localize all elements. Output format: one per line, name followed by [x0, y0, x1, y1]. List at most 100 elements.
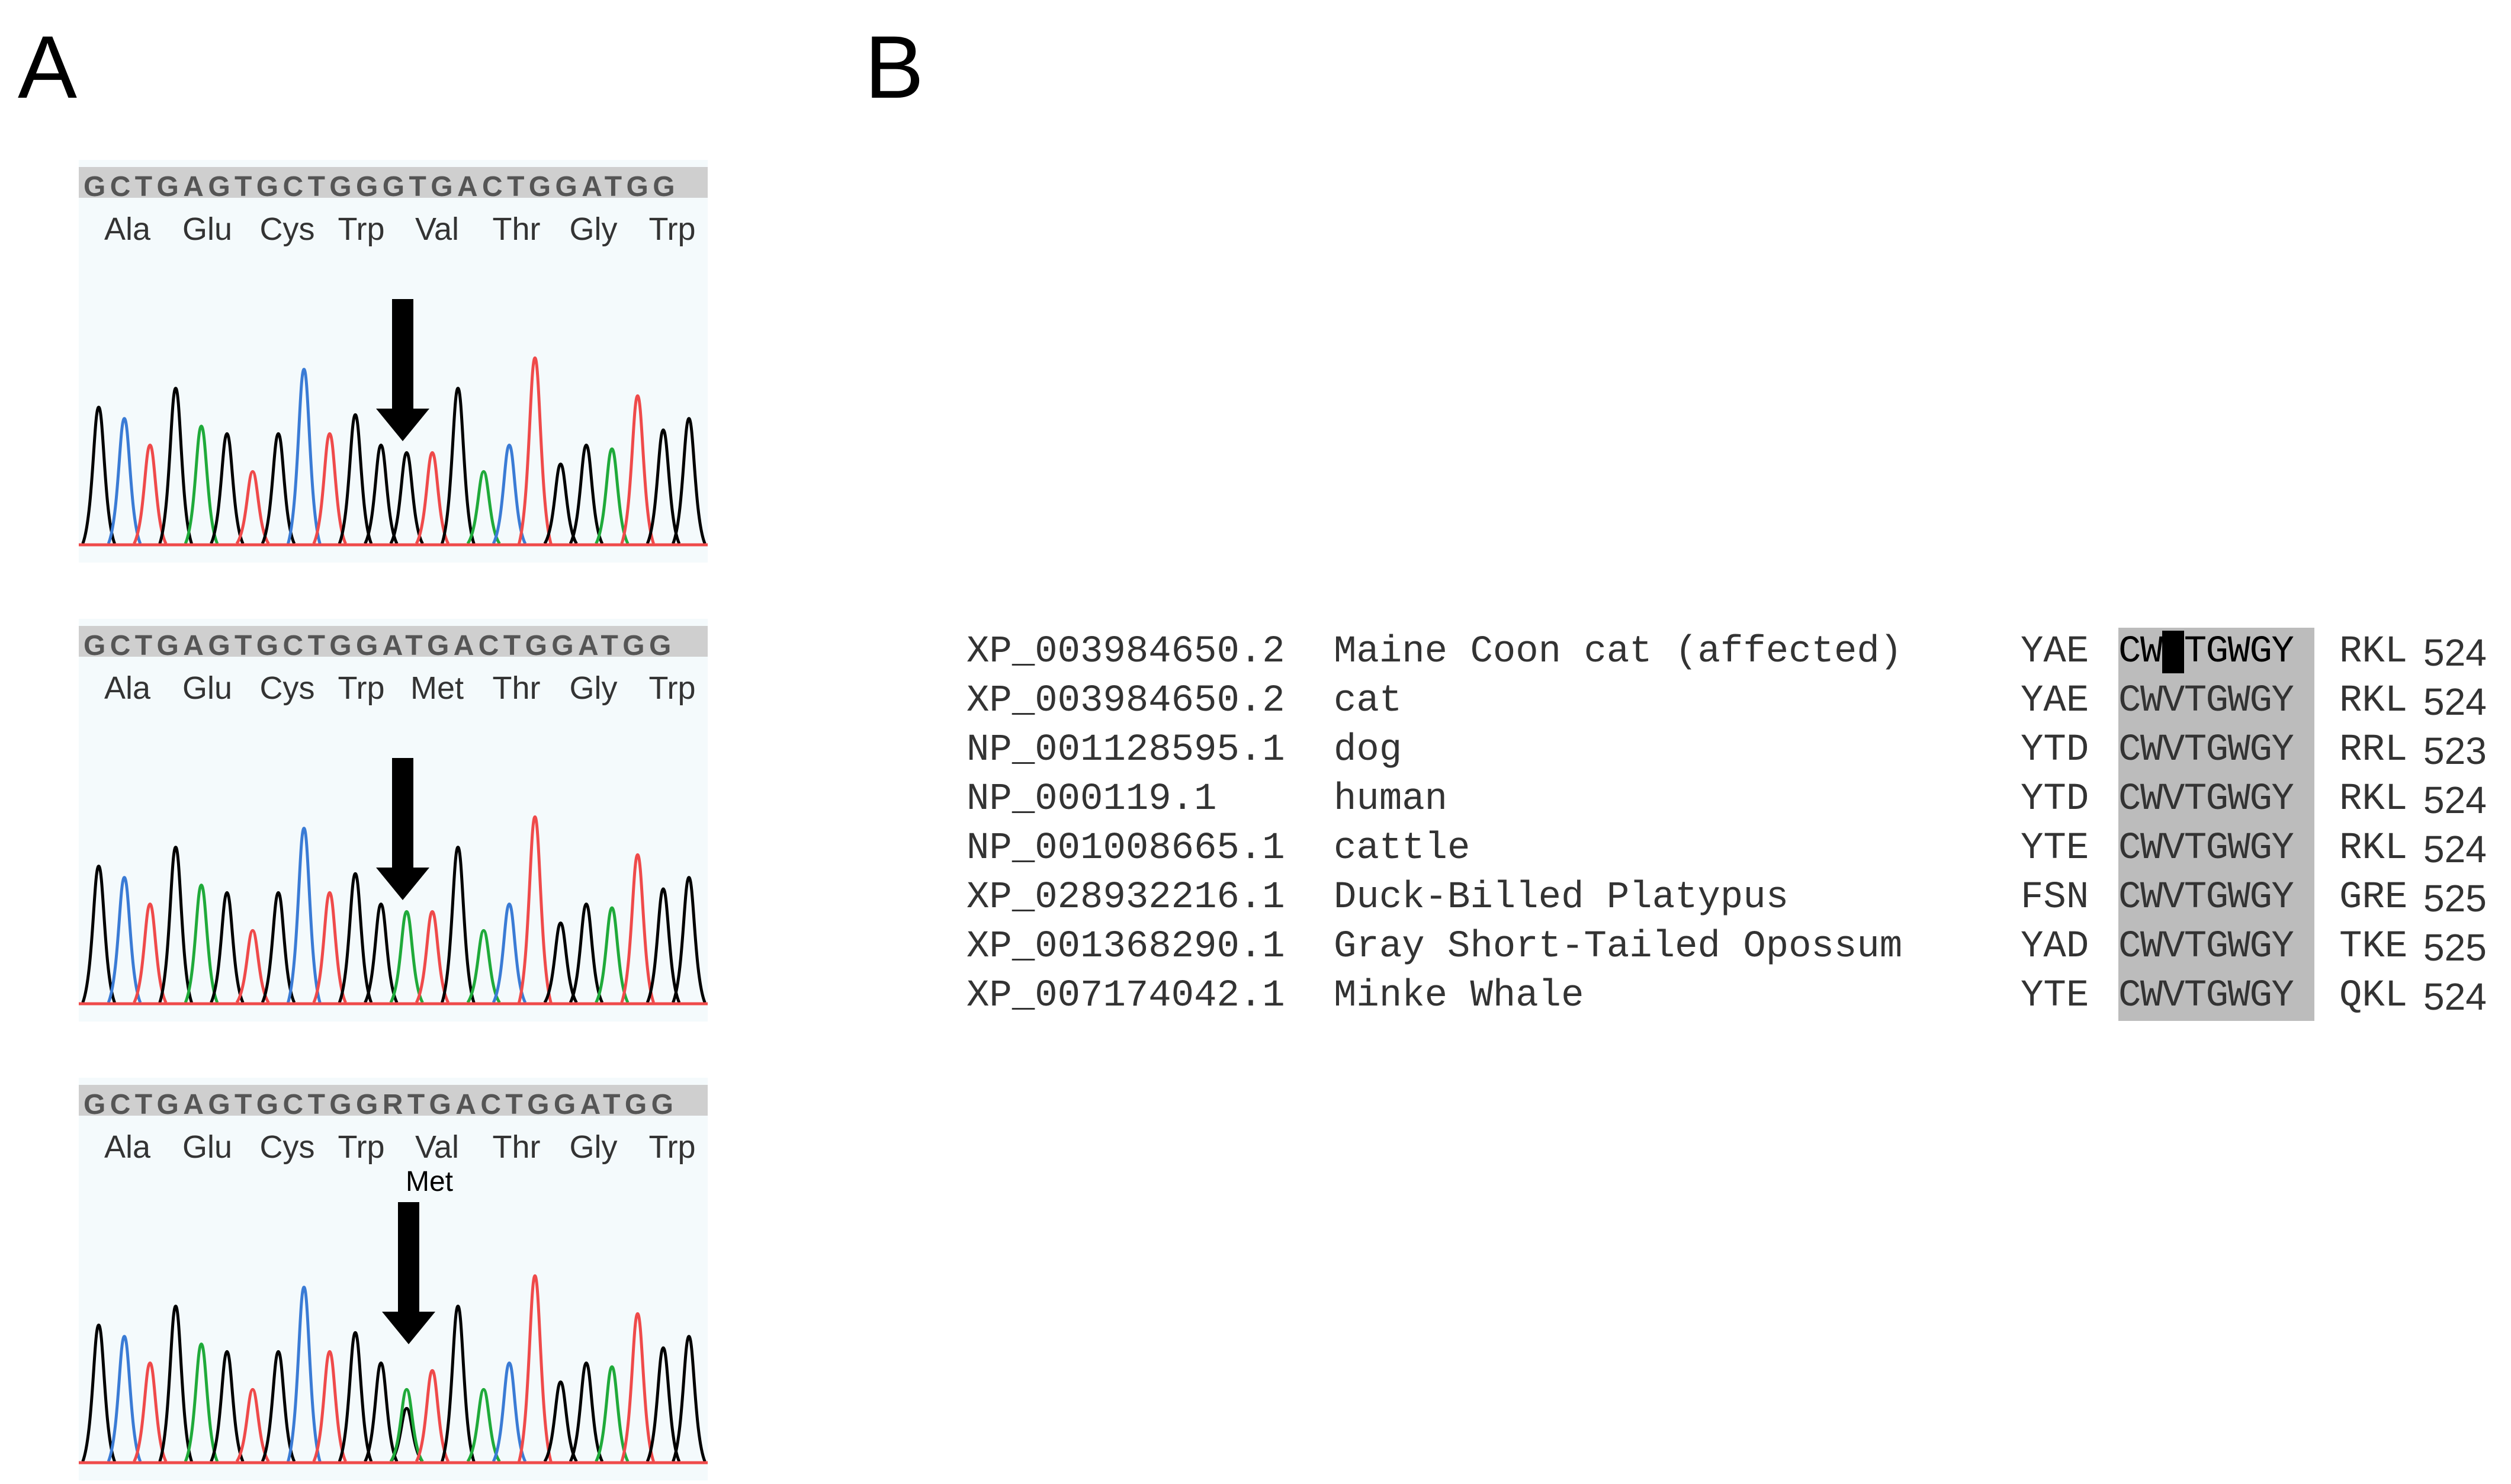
motif-residue: T	[2184, 876, 2207, 919]
mutant-residue: M	[2162, 631, 2185, 673]
motif-residue: W	[2227, 729, 2250, 772]
conserved-motif: CWVTGWGY	[2118, 926, 2294, 975]
alternate-amino-acid-label: Met	[405, 1166, 454, 1197]
conserved-motif: CWVTGWGY	[2118, 729, 2294, 778]
amino-acid-label: Trp	[648, 670, 696, 706]
chromatogram-peak	[646, 887, 681, 1004]
chromatogram-peak	[312, 432, 347, 545]
motif-residue: G	[2205, 827, 2229, 870]
motif-residue: Y	[2271, 729, 2294, 772]
amino-acid-label: Trp	[648, 211, 696, 247]
motif-residue: W	[2227, 876, 2250, 919]
amino-acid-label: Thr	[492, 211, 541, 247]
amino-acid-label: Gly	[569, 211, 618, 247]
motif-residue: Y	[2271, 876, 2294, 919]
chromatogram-peak	[133, 1361, 168, 1463]
chromatogram-peak	[338, 872, 373, 1003]
chromatogram-peak	[543, 462, 578, 545]
motif-residue: G	[2205, 926, 2229, 968]
amino-acid-label: Ala	[104, 670, 151, 706]
accession-id: XP_003984650.2	[966, 631, 1285, 673]
chromatogram-peak	[466, 929, 501, 1004]
motif-residue: C	[2118, 926, 2141, 968]
amino-acid-label: Ala	[104, 1129, 151, 1165]
chromatogram-peak	[364, 1361, 399, 1463]
conserved-motif: CWVTGWGY	[2118, 975, 2294, 1024]
chromatogram-peak	[235, 1387, 270, 1463]
dna-sequence: GCTGAGTGCTGGRTGACTGGATGG	[84, 1089, 678, 1120]
flank-left: YTD	[2021, 729, 2089, 772]
chromatogram-peak	[312, 891, 347, 1004]
chromatogram-peak	[184, 1342, 219, 1463]
chromatogram-peak	[81, 1324, 116, 1462]
motif-residue: G	[2205, 729, 2229, 772]
motif-residue: W	[2227, 680, 2250, 722]
mutation-arrow-icon	[376, 758, 429, 900]
chromatogram-peak	[672, 417, 707, 544]
chromatogram-peak	[389, 451, 424, 545]
chromatogram-peak	[261, 432, 296, 545]
species-name: Maine Coon cat (affected)	[1334, 631, 1903, 673]
amino-acid-label: Val	[415, 211, 460, 247]
chromatogram-peak	[287, 827, 322, 1003]
motif-residue: G	[2205, 975, 2229, 1017]
chromatogram-peak	[133, 444, 168, 545]
chromatogram-peak	[595, 447, 630, 545]
flank-left: YAD	[2021, 926, 2089, 968]
motif-residue: T	[2184, 827, 2207, 870]
chromatogram-peak	[543, 921, 578, 1004]
chromatogram-peak	[518, 356, 553, 544]
chromatogram-peak	[646, 1346, 681, 1463]
species-name: Minke Whale	[1334, 975, 1584, 1017]
motif-residue: G	[2205, 680, 2229, 722]
accession-id: NP_000119.1	[966, 778, 1217, 821]
motif-residue: W	[2227, 827, 2250, 870]
motif-residue: V	[2162, 827, 2185, 870]
conserved-motif: CWMTGWGY	[2118, 631, 2294, 680]
chromatogram-peak	[466, 1387, 501, 1463]
amino-acid-label: Glu	[182, 1129, 233, 1165]
chromatogram-peak	[158, 846, 193, 1003]
accession-id: NP_001008665.1	[966, 827, 1285, 870]
motif-residue: W	[2140, 975, 2163, 1017]
mutation-arrow-icon	[376, 299, 429, 441]
flank-right: GRE	[2339, 876, 2408, 919]
chromatogram-peak	[261, 1350, 296, 1463]
chromatogram-peak	[672, 1335, 707, 1462]
conserved-motif: CWVTGWGY	[2118, 680, 2294, 729]
motif-residue: G	[2249, 975, 2272, 1017]
chromatogram-peak	[492, 444, 527, 545]
motif-residue: Y	[2271, 680, 2294, 722]
chromatogram-peak	[338, 413, 373, 544]
amino-acid-label: Trp	[648, 1129, 696, 1165]
chromatogram-peak	[210, 1350, 245, 1463]
chromatogram-peak	[569, 444, 604, 545]
chromatogram-peak	[338, 1331, 373, 1462]
motif-residue: V	[2162, 680, 2185, 722]
flank-left: FSN	[2021, 876, 2089, 919]
chromatogram-peak	[389, 910, 424, 1004]
flank-left: YTD	[2021, 778, 2089, 821]
chromatogram-peaks	[79, 815, 708, 1006]
chromatogram-peak	[261, 891, 296, 1004]
chromatogram-peak	[158, 1305, 193, 1462]
motif-residue: G	[2249, 827, 2272, 870]
dna-sequence: GCTGAGTGCTGGATGACTGGATGG	[84, 630, 676, 661]
motif-residue: G	[2205, 631, 2229, 673]
motif-residue: C	[2118, 876, 2141, 919]
chromatogram-peak	[466, 470, 501, 545]
chromatogram-peak	[210, 432, 245, 545]
conserved-motif: CWVTGWGY	[2118, 876, 2294, 926]
chromatogram-trace: GCTGAGTGCTGGATGACTGGATGG Ala Glu Cys Trp Met T…	[79, 619, 708, 1022]
residue-position: 525	[2423, 926, 2487, 969]
flank-left: YTE	[2021, 975, 2089, 1017]
flank-right: RKL	[2339, 680, 2408, 722]
amino-acid-label: Thr	[492, 670, 541, 706]
chromatogram-peak	[518, 1274, 553, 1462]
accession-id: XP_001368290.1	[966, 926, 1285, 968]
flank-right: TKE	[2339, 926, 2408, 968]
motif-residue: G	[2249, 926, 2272, 968]
motif-residue: V	[2162, 778, 2185, 821]
chromatogram-trace: GCTGAGTGCTGGRTGACTGGATGG Ala Glu Cys Trp Val T…	[79, 1078, 708, 1480]
residue-position: 525	[2423, 877, 2487, 920]
